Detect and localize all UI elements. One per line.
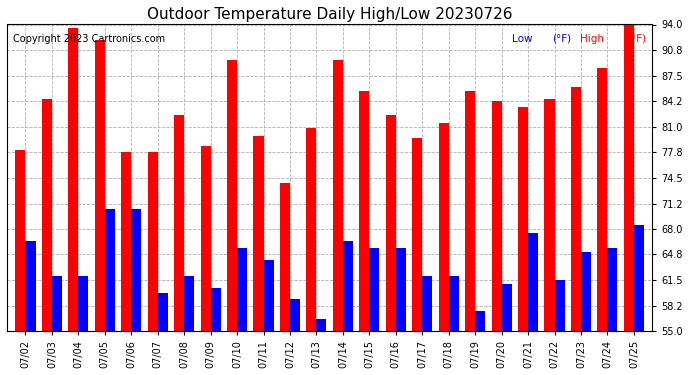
Bar bbox=[544, 99, 555, 375]
Bar bbox=[369, 248, 380, 375]
Bar bbox=[343, 240, 353, 375]
Bar bbox=[237, 248, 247, 375]
Bar bbox=[306, 128, 317, 375]
Bar bbox=[528, 233, 538, 375]
Bar bbox=[412, 138, 422, 375]
Bar bbox=[253, 136, 264, 375]
Title: Outdoor Temperature Daily High/Low 20230726: Outdoor Temperature Daily High/Low 20230… bbox=[147, 7, 513, 22]
Bar bbox=[227, 60, 237, 375]
Bar bbox=[174, 115, 184, 375]
Bar bbox=[105, 209, 115, 375]
Bar bbox=[502, 284, 512, 375]
Bar bbox=[290, 300, 300, 375]
Bar bbox=[439, 123, 449, 375]
Bar bbox=[333, 60, 343, 375]
Bar bbox=[26, 240, 35, 375]
Bar bbox=[184, 276, 194, 375]
Bar bbox=[264, 260, 274, 375]
Bar bbox=[555, 280, 564, 375]
Bar bbox=[95, 40, 105, 375]
Bar bbox=[317, 319, 326, 375]
Bar bbox=[158, 293, 168, 375]
Text: (°F): (°F) bbox=[553, 34, 572, 44]
Bar bbox=[465, 91, 475, 375]
Bar bbox=[210, 288, 221, 375]
Bar bbox=[422, 276, 433, 375]
Text: Copyright 2023 Cartronics.com: Copyright 2023 Cartronics.com bbox=[13, 34, 166, 44]
Text: (°F): (°F) bbox=[627, 34, 646, 44]
Bar bbox=[518, 107, 528, 375]
Bar bbox=[386, 115, 396, 375]
Bar bbox=[15, 150, 26, 375]
Bar bbox=[201, 146, 210, 375]
Bar bbox=[571, 87, 581, 375]
Bar bbox=[280, 183, 290, 375]
Bar bbox=[52, 276, 62, 375]
Bar bbox=[121, 152, 131, 375]
Text: Low: Low bbox=[513, 34, 533, 44]
Bar bbox=[448, 276, 459, 375]
Bar bbox=[68, 28, 79, 375]
Bar bbox=[607, 248, 618, 375]
Bar bbox=[624, 24, 634, 375]
Bar bbox=[491, 102, 502, 375]
Bar bbox=[131, 209, 141, 375]
Text: High: High bbox=[580, 34, 604, 44]
Bar bbox=[79, 276, 88, 375]
Bar bbox=[148, 152, 158, 375]
Bar bbox=[359, 91, 369, 375]
Bar bbox=[581, 252, 591, 375]
Bar bbox=[475, 311, 485, 375]
Bar bbox=[598, 68, 607, 375]
Bar bbox=[42, 99, 52, 375]
Bar bbox=[396, 248, 406, 375]
Bar bbox=[634, 225, 644, 375]
